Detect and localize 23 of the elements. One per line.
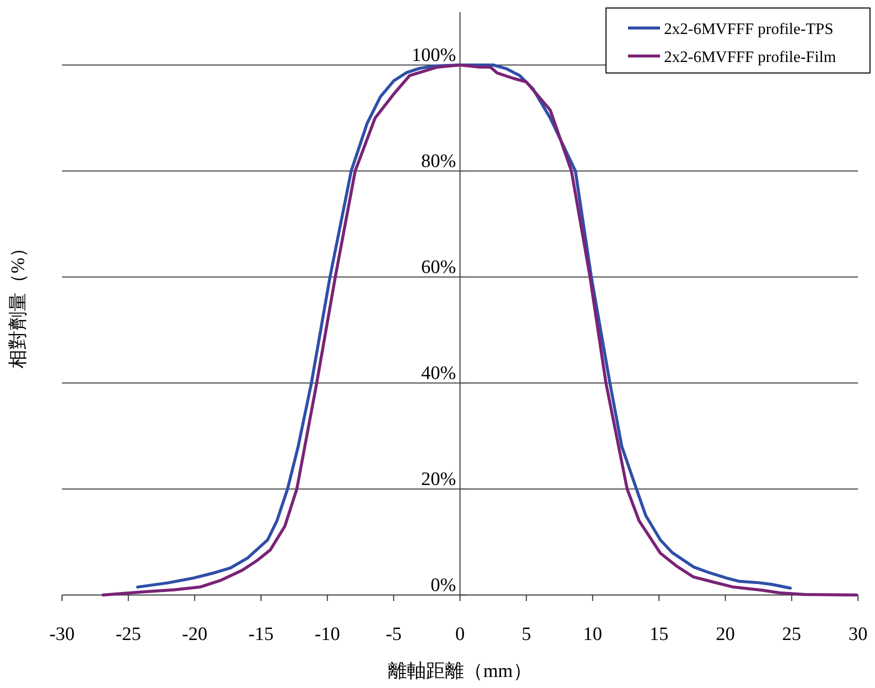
y-tick-label: 40% [421, 363, 456, 384]
legend-label: 2x2-6MVFFF profile-Film [664, 49, 837, 66]
x-tick-label: 15 [650, 624, 668, 645]
x-tick-label: 30 [848, 624, 868, 645]
y-tick-label: 20% [421, 469, 456, 490]
y-tick-label: 80% [421, 151, 456, 172]
y-tick-label: 100% [412, 45, 456, 66]
x-tick-label: 20 [716, 624, 735, 645]
y-tick-label: 60% [421, 257, 456, 278]
x-tick-label: 25 [782, 624, 802, 645]
y-tick-label: 0% [430, 575, 456, 596]
x-tick-label: -10 [314, 624, 340, 645]
legend-label: 2x2-6MVFFF profile-TPS [664, 21, 834, 38]
x-tick-label: 10 [583, 624, 602, 645]
x-tick-label: -5 [386, 624, 402, 645]
x-tick-label: -30 [49, 624, 75, 645]
x-tick-label: -15 [248, 624, 274, 645]
x-tick-label: -20 [182, 624, 208, 645]
x-tick-label: -25 [116, 624, 141, 645]
x-tick-label: 5 [522, 624, 532, 645]
y-axis-title: 相對劑量（%） [8, 238, 29, 368]
x-axis-title: 離軸距離（mm） [388, 661, 532, 682]
x-tick-label: 0 [455, 624, 465, 645]
